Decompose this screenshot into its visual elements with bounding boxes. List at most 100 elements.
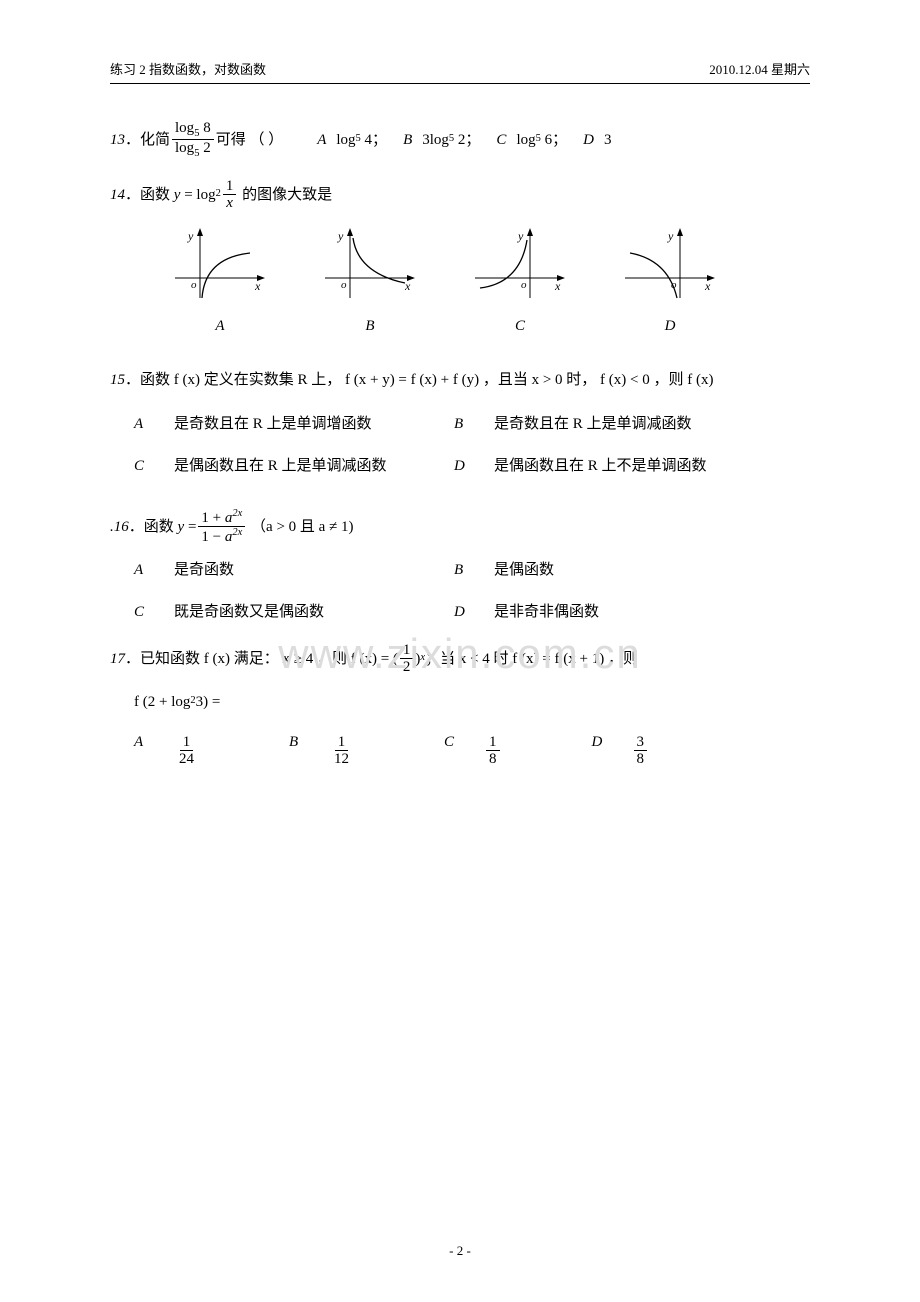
q16-c-label: C bbox=[134, 600, 164, 624]
q16-b-text: 是偶函数 bbox=[494, 558, 554, 582]
q16-eq: = bbox=[188, 515, 196, 539]
q13-b-pre: 3 bbox=[422, 128, 430, 152]
q17-frac1: 1 2 bbox=[400, 642, 414, 676]
q15-c-label: C bbox=[134, 454, 164, 478]
q15-b-text: 是奇数且在 R 上是单调减函数 bbox=[494, 412, 692, 436]
graph-a-y-label: y bbox=[187, 229, 194, 243]
q13-opt-b-label: B bbox=[403, 128, 412, 152]
graph-a: y x o A bbox=[170, 228, 270, 338]
q15-opt-c: C 是偶函数且在 R 上是单调减函数 bbox=[134, 454, 454, 478]
graph-c-svg: y x o bbox=[470, 228, 570, 308]
q16-number: .16 bbox=[110, 515, 129, 539]
header-left: 练习 2 指数函数，对数函数 bbox=[110, 60, 266, 81]
q13-opt-a-label: A bbox=[317, 128, 326, 152]
q15-options: A是奇数且在 R 上是单调增函数 B是奇数且在 R 上是单调减函数 C是偶函数且… bbox=[134, 412, 810, 478]
q17-options: A 124 B 112 C 18 D 38 bbox=[134, 730, 810, 768]
graph-b-label: B bbox=[320, 314, 420, 338]
q13-frac-num-log: log bbox=[175, 120, 194, 136]
q13-opt-d-label: D bbox=[583, 128, 594, 152]
q13-a-sep: ； bbox=[372, 128, 387, 152]
q13-c-base: 5 bbox=[536, 131, 541, 148]
question-17: 17 ．已知函数 f (x) 满足： x ≥ 4 ，则 f (x) = ( 1 … bbox=[110, 642, 810, 768]
q17-d-den: 8 bbox=[634, 751, 648, 768]
q17-a-label: A bbox=[134, 730, 164, 754]
q13-frac-den-arg: 2 bbox=[203, 140, 211, 156]
question-13: 13 ．化简 log5 8 log5 2 可得 （ ） A log5 4； B … bbox=[110, 120, 810, 160]
q16-a-label: A bbox=[134, 558, 164, 582]
graph-b-svg: y x o bbox=[320, 228, 420, 308]
q14-frac-den: x bbox=[223, 195, 236, 212]
graph-c-y-label: y bbox=[517, 229, 524, 243]
q17-frac1-den: 2 bbox=[400, 659, 414, 676]
q14-number: 14 bbox=[110, 183, 125, 207]
q16-num-l: 1 + bbox=[201, 510, 224, 526]
question-15: 15 ．函数 f (x) 定义在实数集 R 上， f (x + y) = f (… bbox=[110, 368, 810, 478]
q14-graphs: y x o A y x o B bbox=[170, 228, 810, 338]
q16-stem1: ．函数 bbox=[129, 515, 174, 539]
q14-fraction: 1 x bbox=[223, 178, 237, 212]
q13-c-log: log bbox=[516, 128, 535, 152]
q17-stem1: ．已知函数 f (x) 满足： x ≥ 4 ，则 f (x) = ( bbox=[125, 647, 398, 671]
header-right: 2010.12.04 星期六 bbox=[709, 60, 810, 81]
question-14: 14 ．函数 y = log2 1 x 的图像大致是 y x o bbox=[110, 178, 810, 338]
q16-b-label: B bbox=[454, 558, 484, 582]
q17-opt-c: C 18 bbox=[444, 730, 502, 768]
q13-stem1: ．化简 bbox=[125, 128, 170, 152]
graph-c-x-label: x bbox=[554, 279, 561, 293]
q14-base: 2 bbox=[216, 186, 221, 203]
graph-a-svg: y x o bbox=[170, 228, 270, 308]
q16-a-text: 是奇函数 bbox=[174, 558, 234, 582]
q15-c-text: 是偶函数且在 R 上是单调减函数 bbox=[174, 454, 387, 478]
q17-b-num: 1 bbox=[335, 734, 349, 752]
q16-cond: （a > 0 且 a ≠ 1) bbox=[251, 515, 354, 539]
q16-opt-a: A 是奇函数 bbox=[134, 558, 454, 582]
q15-a-label: A bbox=[134, 412, 164, 436]
page-header: 练习 2 指数函数，对数函数 2010.12.04 星期六 bbox=[110, 60, 810, 84]
q13-b-sep: ； bbox=[465, 128, 480, 152]
q17-d-label: D bbox=[592, 730, 622, 754]
q13-b-arg: 2 bbox=[458, 128, 466, 152]
q16-d-label: D bbox=[454, 600, 484, 624]
q16-den-exp: 2x bbox=[232, 527, 242, 538]
q14-stem1: ．函数 bbox=[125, 183, 170, 207]
q16-d-text: 是非奇非偶函数 bbox=[494, 600, 599, 624]
q13-frac-num-base: 5 bbox=[194, 128, 199, 139]
graph-c-o-label: o bbox=[521, 279, 527, 291]
q17-number: 17 bbox=[110, 647, 125, 671]
q17-c-label: C bbox=[444, 730, 474, 754]
graph-a-o-label: o bbox=[191, 279, 197, 291]
q17-opt-d: D 38 bbox=[592, 730, 650, 768]
q17-line2-a: f (2 + log bbox=[134, 690, 190, 714]
q13-frac-den-log: log bbox=[175, 140, 194, 156]
page: 练习 2 指数函数，对数函数 2010.12.04 星期六 www.zixin.… bbox=[0, 0, 920, 1302]
q15-opt-d: D是偶函数且在 R 上不是单调函数 bbox=[454, 454, 774, 478]
q16-opt-d: D 是非奇非偶函数 bbox=[454, 600, 774, 624]
q17-stem3: ；当 x < 4 时 f (x) = f (x + 1) ，则 bbox=[425, 647, 638, 671]
q15-stem: ．函数 f (x) 定义在实数集 R 上， f (x + y) = f (x) … bbox=[125, 368, 713, 392]
q16-den-l: 1 − bbox=[201, 529, 224, 545]
q13-c-arg: 6 bbox=[545, 128, 553, 152]
graph-d: y x o D bbox=[620, 228, 720, 338]
q14-log: log bbox=[196, 183, 215, 207]
q13-number: 13 bbox=[110, 128, 125, 152]
q15-d-label: D bbox=[454, 454, 484, 478]
q17-d-num: 3 bbox=[634, 734, 648, 752]
question-16: .16 ．函数 y = 1 + a2x 1 − a2x （a > 0 且 a ≠… bbox=[110, 508, 810, 624]
q13-b-base: 5 bbox=[449, 131, 454, 148]
graph-b: y x o B bbox=[320, 228, 420, 338]
q13-b-log: log bbox=[430, 128, 449, 152]
q13-a-base: 5 bbox=[356, 131, 361, 148]
q17-line2-b: 3) = bbox=[196, 690, 221, 714]
q13-c-sep: ； bbox=[552, 128, 567, 152]
graph-d-svg: y x o bbox=[620, 228, 720, 308]
q14-y: y bbox=[174, 183, 181, 207]
q13-a-arg: 4 bbox=[365, 128, 373, 152]
q13-stem2: 可得 （ ） bbox=[216, 128, 284, 152]
q17-c-num: 1 bbox=[486, 734, 500, 752]
graph-d-label: D bbox=[620, 314, 720, 338]
q16-options: A是奇函数 B是偶函数 C既是奇函数又是偶函数 D是非奇非偶函数 bbox=[134, 558, 810, 624]
q16-opt-b: B 是偶函数 bbox=[454, 558, 774, 582]
q16-fraction: 1 + a2x 1 − a2x bbox=[198, 508, 245, 546]
q15-a-text: 是奇数且在 R 上是单调增函数 bbox=[174, 412, 372, 436]
q17-opt-a: A 124 bbox=[134, 730, 199, 768]
